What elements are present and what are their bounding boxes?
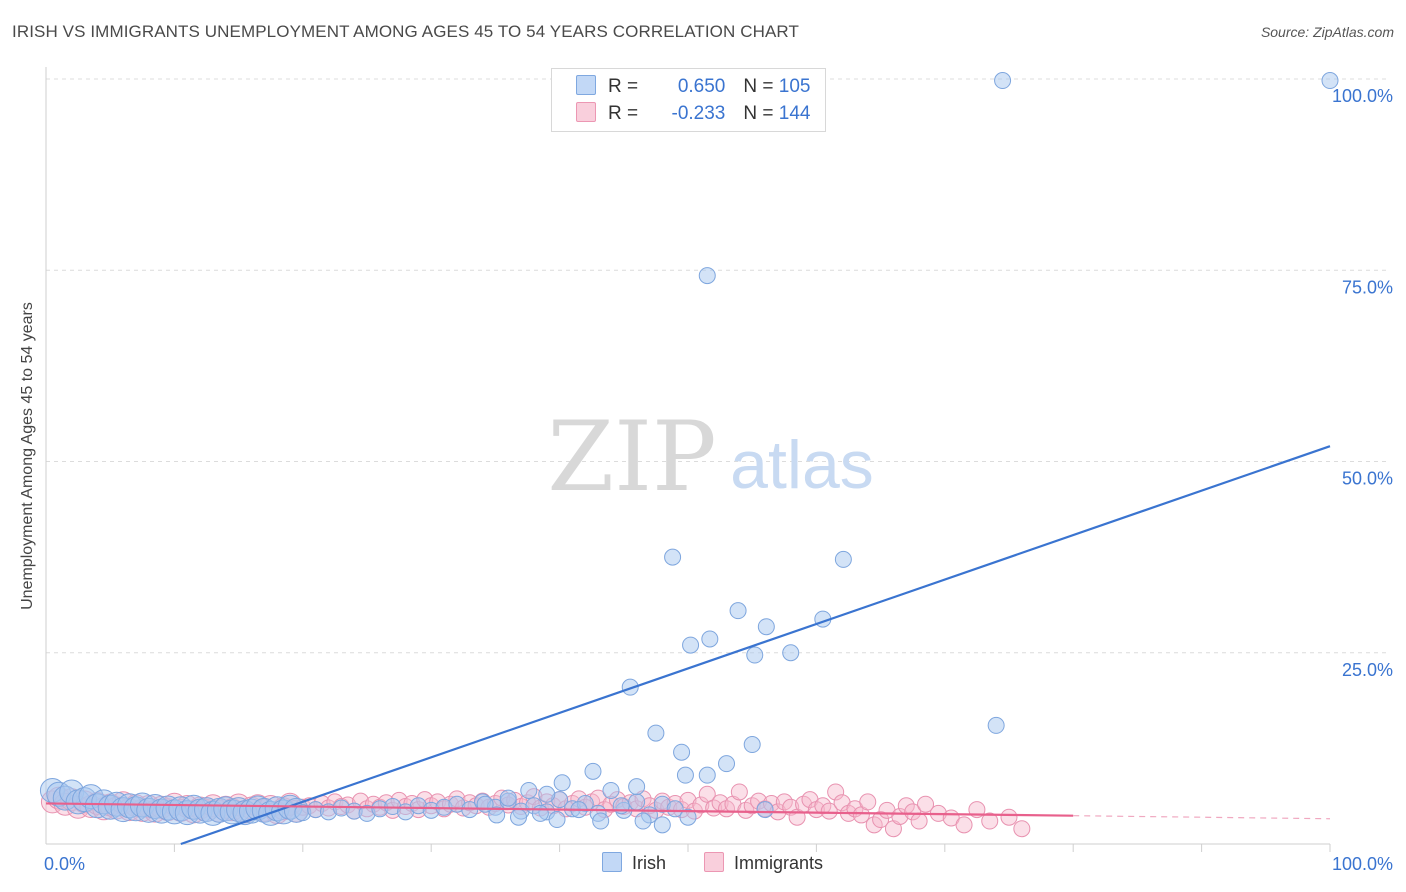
irish-point: [729, 602, 747, 620]
irish-point: [602, 781, 620, 799]
immigrants-point: [827, 783, 845, 801]
irish-point: [520, 781, 538, 799]
immigrants-point: [1000, 808, 1018, 826]
irish-point: [698, 267, 716, 285]
x-tick-label: 100.0%: [1332, 854, 1393, 874]
immigrants-point: [859, 793, 877, 811]
y-tick-label: 25.0%: [1342, 660, 1393, 680]
irish-point: [653, 816, 671, 834]
irish-point: [679, 808, 697, 826]
irish-point: [718, 755, 736, 773]
irish-point: [682, 636, 700, 654]
chart-title: IRISH VS IMMIGRANTS UNEMPLOYMENT AMONG A…: [12, 22, 799, 41]
irish-point: [746, 646, 764, 664]
irish-point: [621, 678, 639, 696]
irish-point: [553, 774, 571, 792]
irish-point: [666, 800, 684, 818]
irish-point: [664, 548, 682, 566]
immigrants-point: [679, 791, 697, 809]
irish-point: [987, 716, 1005, 734]
irish-point: [834, 550, 852, 568]
irish-point: [1321, 72, 1339, 90]
irish-point: [757, 618, 775, 636]
x-tick-label: 0.0%: [44, 854, 85, 874]
grid-lines: [46, 78, 1390, 654]
bottom-irish-swatch: [602, 852, 622, 872]
irish-swatch: [576, 75, 596, 95]
immigrants-point: [904, 803, 922, 821]
irish-point: [647, 724, 665, 742]
immigrants-trend-line: [45, 802, 1074, 817]
immigrants-n-label: N =: [743, 103, 779, 124]
bottom-legend-irish: Irish: [602, 852, 666, 874]
irish-point: [698, 766, 716, 784]
irish-point: [548, 811, 566, 829]
watermark-zip: ZIP: [547, 401, 716, 513]
legend-row-immigrants: R = -0.233 N = 144: [576, 102, 810, 128]
bottom-legend-immigrants: Immigrants: [704, 852, 823, 874]
y-tick-label: 50.0%: [1342, 469, 1393, 489]
irish-r-value: 0.650: [677, 76, 726, 97]
immigrants-point: [1013, 820, 1031, 838]
y-tick-label: 100.0%: [1332, 86, 1393, 106]
irish-point: [628, 778, 646, 796]
irish-point: [994, 72, 1012, 90]
irish-point: [628, 793, 646, 811]
immigrants-point: [955, 816, 973, 834]
bottom-irish-label: Irish: [632, 853, 667, 873]
bottom-immigrants-label: Immigrants: [734, 853, 824, 873]
immigrants-n-value: 144: [778, 103, 811, 124]
irish-trend-line: [180, 445, 1331, 846]
irish-point: [673, 743, 691, 761]
irish-point: [510, 808, 528, 826]
immigrants-point: [981, 812, 999, 830]
irish-point: [488, 806, 506, 824]
irish-n-label: N =: [743, 76, 779, 97]
irish-point: [499, 789, 517, 807]
irish-point: [592, 812, 610, 830]
immigrants-trend-extension: [1073, 815, 1331, 820]
y-axis-label: Unemployment Among Ages 45 to 54 years: [19, 302, 36, 610]
watermark-atlas: atlas: [730, 427, 874, 503]
immigrants-point: [730, 783, 748, 801]
immigrants-point: [917, 795, 935, 813]
irish-point: [584, 762, 602, 780]
irish-point: [531, 804, 549, 822]
trend-lines: [45, 445, 1331, 846]
irish-n-value: 105: [778, 76, 811, 97]
bottom-immigrants-swatch: [704, 852, 724, 872]
irish-point: [538, 785, 556, 803]
legend-row-irish: R = 0.650 N = 105: [576, 75, 810, 101]
immigrants-point: [872, 811, 890, 829]
irish-point: [782, 644, 800, 662]
tick-labels: 25.0% 50.0% 75.0% 100.0% 0.0% 100.0%: [44, 86, 1393, 874]
watermark: ZIP atlas: [547, 401, 873, 513]
immigrants-r-label: R =: [608, 103, 644, 124]
immigrants-point: [820, 802, 838, 820]
irish-point: [634, 812, 652, 830]
immigrants-point: [891, 807, 909, 825]
irish-point: [756, 801, 774, 819]
immigrants-r-value: -0.233: [671, 103, 726, 124]
immigrants-point: [692, 796, 710, 814]
source-label: Source: ZipAtlas.com: [1260, 24, 1394, 40]
axes: [45, 67, 1331, 852]
immigrants-point: [910, 812, 928, 830]
correlation-legend: R = 0.650 N = 105 R = -0.233 N = 144: [551, 68, 826, 132]
immigrants-swatch: [576, 102, 596, 122]
irish-point: [676, 766, 694, 784]
irish-point: [743, 736, 761, 754]
y-tick-label: 75.0%: [1342, 277, 1393, 297]
irish-r-label: R =: [608, 76, 644, 97]
irish-point: [701, 630, 719, 648]
immigrants-point: [698, 785, 716, 803]
